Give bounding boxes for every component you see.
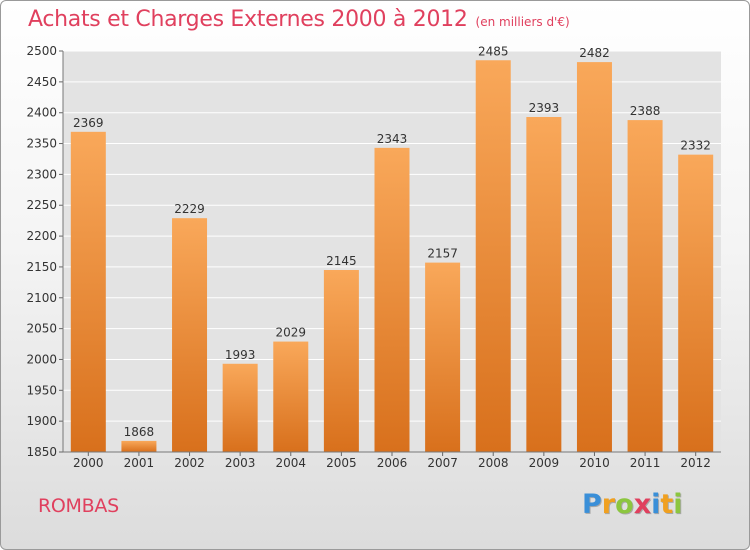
- data-label: 1868: [124, 425, 155, 439]
- data-label: 2157: [427, 247, 458, 261]
- title-text: Achats et Charges Externes 2000 à 2012: [28, 7, 468, 32]
- logo-letter: i: [651, 489, 661, 520]
- data-label: 2482: [579, 46, 610, 60]
- x-tick-label: 2008: [478, 456, 509, 470]
- data-label: 2145: [326, 254, 357, 268]
- commune-name: ROMBAS: [38, 495, 119, 517]
- x-tick-label: 2002: [174, 456, 205, 470]
- bar: [222, 363, 258, 452]
- data-label: 2369: [73, 116, 104, 130]
- bar: [273, 341, 309, 452]
- logo-letter: r: [601, 489, 616, 520]
- logo-letter: t: [660, 489, 674, 520]
- x-tick-label: 2004: [275, 456, 306, 470]
- y-tick-label: 2100: [26, 291, 57, 305]
- bar: [121, 440, 157, 452]
- y-tick-label: 2050: [26, 322, 57, 336]
- y-axis: 1850 1900 1950 2000 2050 2100 2150 2200 2250 2300…: [26, 44, 64, 459]
- data-label: 2388: [630, 104, 661, 118]
- unit-text: (en milliers d'€): [475, 15, 570, 29]
- x-tick-label: 2005: [326, 456, 357, 470]
- x-tick-label: 2010: [579, 456, 610, 470]
- x-tick-label: 2007: [427, 456, 458, 470]
- y-tick-label: 2400: [26, 106, 57, 120]
- logo-letter: x: [633, 489, 652, 520]
- proxiti-logo: Proxiti: [582, 489, 683, 520]
- y-tick-label: 2200: [26, 229, 57, 243]
- data-label: 2393: [529, 101, 560, 115]
- bar: [425, 262, 461, 452]
- x-tick-label: 2006: [377, 456, 408, 470]
- bar: [323, 270, 359, 452]
- y-tick-label: 1950: [26, 383, 57, 397]
- logo-letter: i: [673, 489, 683, 520]
- bar: [627, 120, 663, 452]
- bar: [475, 60, 511, 452]
- logo-letter: o: [615, 489, 634, 520]
- x-tick-label: 2011: [630, 456, 661, 470]
- bar: [172, 218, 208, 452]
- bar: [70, 131, 106, 452]
- y-tick-label: 2450: [26, 75, 57, 89]
- x-axis: 2000 2001 2002 2003 2004 2005 2006 2007 2008 2009…: [63, 451, 721, 470]
- bar: [576, 62, 612, 452]
- y-tick-label: 2300: [26, 167, 57, 181]
- y-tick-label: 2350: [26, 137, 57, 151]
- y-tick-label: 1900: [26, 414, 57, 428]
- x-tick-label: 2012: [680, 456, 711, 470]
- y-tick-label: 2500: [26, 44, 57, 58]
- x-tick-label: 2001: [124, 456, 155, 470]
- chart-title: Achats et Charges Externes 2000 à 2012 (e…: [28, 7, 570, 32]
- data-label: 2332: [680, 139, 711, 153]
- x-tick-label: 2009: [529, 456, 560, 470]
- logo-letter: P: [582, 489, 602, 520]
- bars: 2369 1868 2229 1993 2029 2145 2343 2157 2485 2393…: [70, 44, 714, 453]
- y-tick-label: 2150: [26, 260, 57, 274]
- y-tick-label: 1850: [26, 445, 57, 459]
- data-label: 1993: [225, 348, 256, 362]
- y-tick-label: 2000: [26, 352, 57, 366]
- data-label: 2485: [478, 44, 509, 58]
- data-label: 2029: [275, 326, 306, 340]
- bar: [526, 117, 562, 452]
- x-tick-label: 2003: [225, 456, 256, 470]
- x-tick-label: 2000: [73, 456, 104, 470]
- y-tick-label: 2250: [26, 198, 57, 212]
- data-label: 2229: [174, 202, 205, 216]
- bar: [678, 154, 714, 453]
- bar: [374, 147, 410, 452]
- data-label: 2343: [377, 132, 408, 146]
